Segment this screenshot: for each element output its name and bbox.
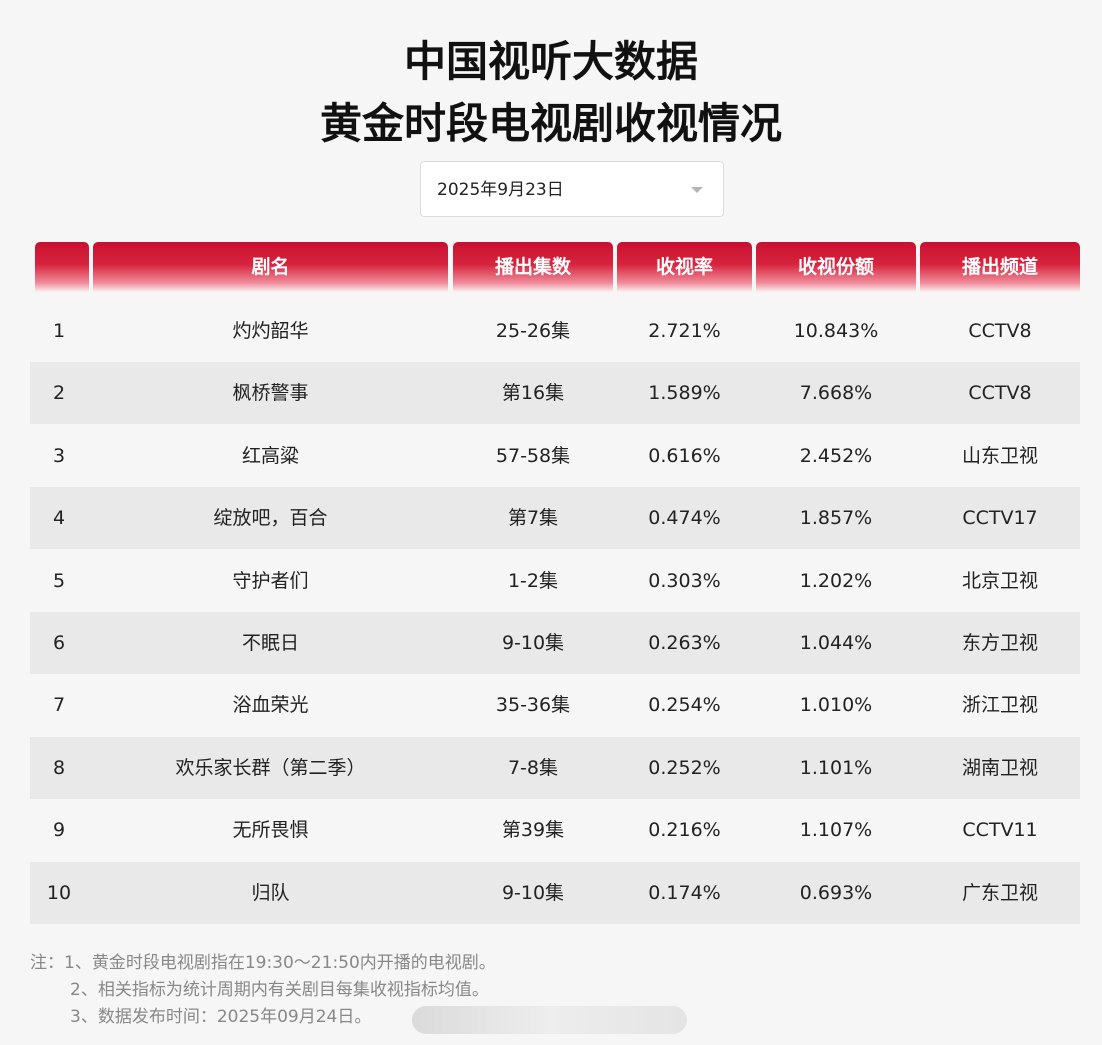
cell-episodes: 1-2集 xyxy=(507,569,559,592)
cell-rating: 0.252% xyxy=(648,756,721,779)
cell-channel: 广东卫视 xyxy=(961,881,1038,904)
cell-channel: 东方卫视 xyxy=(961,632,1038,654)
cell-rank: 8 xyxy=(52,756,66,779)
watermark xyxy=(412,1006,687,1034)
cell-name: 枫桥警事 xyxy=(232,382,309,405)
cell-rating: 0.263% xyxy=(648,632,721,654)
cell-channel: CCTV17 xyxy=(962,507,1038,530)
cell-episodes: 57-58集 xyxy=(495,444,571,467)
cell-name: 不眠日 xyxy=(241,632,299,654)
date-select[interactable]: 2025年9月23日 xyxy=(420,161,724,217)
cell-channel: 浙江卫视 xyxy=(961,694,1038,717)
table-row: 9 无所畏惧 第39集 0.216% 1.107% CCTV11 xyxy=(30,799,1080,861)
cell-rating: 0.303% xyxy=(648,569,721,592)
cell-episodes: 第39集 xyxy=(501,819,565,842)
cell-rank: 3 xyxy=(52,444,66,467)
cell-share: 1.044% xyxy=(799,632,873,654)
cell-channel: 北京卫视 xyxy=(961,569,1038,592)
cell-episodes: 第16集 xyxy=(501,382,565,405)
header-episodes: 播出集数 xyxy=(453,242,613,292)
cell-name: 浴血荣光 xyxy=(232,694,309,717)
cell-rating: 0.616% xyxy=(648,444,721,467)
cell-name: 无所畏惧 xyxy=(232,819,309,842)
header-channel: 播出频道 xyxy=(920,242,1080,292)
cell-share: 2.452% xyxy=(799,444,873,467)
cell-episodes: 25-26集 xyxy=(495,320,571,342)
cell-share: 0.693% xyxy=(799,881,873,904)
cell-episodes: 35-36集 xyxy=(495,694,571,717)
table-row: 6 不眠日 9-10集 0.263% 1.044% 东方卫视 xyxy=(30,612,1080,674)
cell-rank: 7 xyxy=(52,694,66,717)
table-row: 8 欢乐家长群（第二季） 7-8集 0.252% 1.101% 湖南卫视 xyxy=(30,736,1080,799)
cell-name: 绽放吧，百合 xyxy=(213,507,328,530)
table-row: 2 枫桥警事 第16集 1.589% 7.668% CCTV8 xyxy=(30,362,1080,425)
cell-name: 欢乐家长群（第二季） xyxy=(175,756,366,779)
cell-episodes: 7-8集 xyxy=(507,756,559,779)
cell-name: 归队 xyxy=(251,881,290,904)
cell-rating: 1.589% xyxy=(648,382,721,405)
cell-channel: CCTV11 xyxy=(962,819,1038,842)
cell-rank: 2 xyxy=(52,382,66,405)
cell-name: 红高粱 xyxy=(241,444,299,467)
cell-episodes: 9-10集 xyxy=(501,632,565,654)
cell-episodes: 第7集 xyxy=(507,507,559,530)
cell-rank: 1 xyxy=(52,320,66,342)
cell-share: 1.107% xyxy=(799,819,873,842)
cell-share: 7.668% xyxy=(799,382,873,405)
cell-name: 灼灼韶华 xyxy=(232,320,309,342)
cell-rating: 0.174% xyxy=(648,881,721,904)
header-rank xyxy=(35,242,89,292)
cell-name: 守护者们 xyxy=(232,569,309,592)
header-share: 收视份额 xyxy=(756,242,916,292)
cell-share: 1.857% xyxy=(799,507,873,530)
cell-share: 1.010% xyxy=(799,694,873,717)
table-row: 1 灼灼韶华 25-26集 2.721% 10.843% CCTV8 xyxy=(30,300,1080,362)
cell-channel: 湖南卫视 xyxy=(961,756,1038,779)
footnote: 2、相关指标为统计周期内有关剧目每集收视指标均值。 xyxy=(70,980,489,1000)
date-select-value: 2025年9月23日 xyxy=(437,180,564,200)
cell-rank: 9 xyxy=(52,819,66,842)
page-title: 中国视听大数据 xyxy=(403,37,698,86)
cell-episodes: 9-10集 xyxy=(501,881,565,904)
cell-share: 1.202% xyxy=(799,569,873,592)
cell-rank: 5 xyxy=(52,569,66,592)
table-row: 5 守护者们 1-2集 0.303% 1.202% 北京卫视 xyxy=(30,550,1080,612)
cell-rating: 0.254% xyxy=(648,694,721,717)
footnotes: 注：1、黄金时段电视剧指在19:30～21:50内开播的电视剧。 2、相关指标为… xyxy=(30,950,496,1031)
cell-rating: 0.216% xyxy=(648,819,721,842)
cell-rank: 6 xyxy=(52,632,66,654)
table-row: 3 红高粱 57-58集 0.616% 2.452% 山东卫视 xyxy=(30,425,1080,487)
cell-rank: 10 xyxy=(46,881,72,904)
cell-channel: CCTV8 xyxy=(968,382,1032,405)
page-subtitle: 黄金时段电视剧收视情况 xyxy=(319,99,782,148)
cell-rank: 4 xyxy=(52,507,66,530)
footnote: 3、数据发布时间：2025年09月24日。 xyxy=(70,1007,372,1027)
header-name: 剧名 xyxy=(93,242,448,292)
cell-share: 1.101% xyxy=(799,756,873,779)
chevron-down-icon xyxy=(691,187,703,193)
cell-channel: 山东卫视 xyxy=(961,444,1038,467)
header-rating: 收视率 xyxy=(617,242,752,292)
table-row: 4 绽放吧，百合 第7集 0.474% 1.857% CCTV17 xyxy=(30,487,1080,550)
table-row: 7 浴血荣光 35-36集 0.254% 1.010% 浙江卫视 xyxy=(30,674,1080,736)
cell-channel: CCTV8 xyxy=(968,320,1032,342)
cell-share: 10.843% xyxy=(793,320,879,342)
footnote: 注：1、黄金时段电视剧指在19:30～21:50内开播的电视剧。 xyxy=(30,953,496,973)
cell-rating: 2.721% xyxy=(648,320,721,342)
table-row: 10 归队 9-10集 0.174% 0.693% 广东卫视 xyxy=(30,861,1080,924)
cell-rating: 0.474% xyxy=(648,507,721,530)
